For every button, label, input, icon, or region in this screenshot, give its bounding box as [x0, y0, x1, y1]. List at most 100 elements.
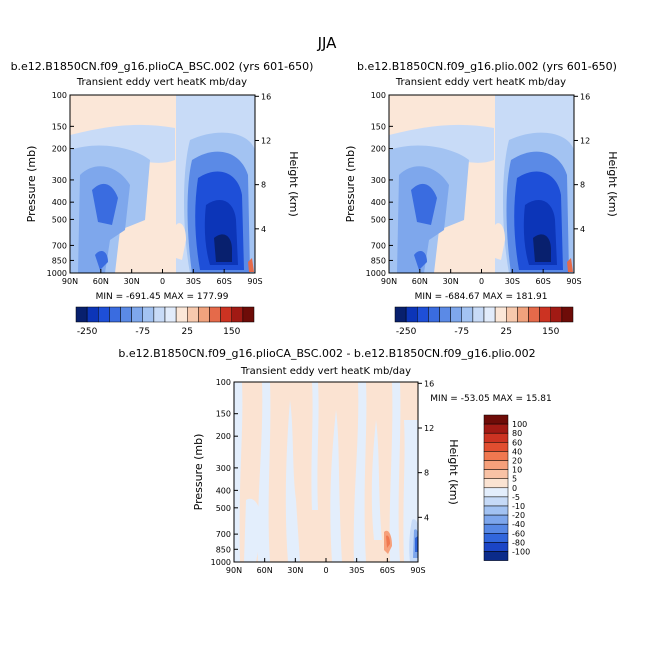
panel-left-subtitle: Transient eddy vert heatK mb/day — [76, 77, 247, 88]
panel-right-colorbar-swatch — [517, 306, 529, 323]
panel-left-colorbar-swatch — [209, 306, 221, 323]
panel-right-y2label: Height (km) — [606, 151, 619, 217]
panel-right-ytick-label: 1000 — [366, 269, 386, 278]
panel-left-stats: MIN = -691.45 MAX = 177.99 — [96, 292, 229, 302]
panel-diff-ytick-label: 100 — [216, 378, 231, 387]
panel-right-colorbar-swatch — [405, 306, 418, 323]
panel-right-colorbar-swatch — [472, 306, 485, 323]
panel-diff-colorbar-swatch — [483, 523, 509, 534]
panel-left-ticks: 90N 60N 30N 0 30S 60S 90S 100 150 200 300 400 500 700… — [47, 91, 272, 286]
panel-diff-y2label: Height (km) — [447, 439, 460, 505]
panel-right-colorbar-swatch — [428, 306, 440, 323]
panel-left-y2tick-label: 4 — [261, 225, 266, 234]
panel-right-ticks: 90N 60N 30N 0 30S 60S 90S 100 150 200 300 400 500 700… — [366, 91, 591, 286]
panel-right-colorbar-label: -250 — [396, 327, 417, 337]
panel-right-title: b.e12.B1850CN.f09_g16.plio.002 (yrs 601-… — [357, 60, 617, 73]
panel-diff-colorbar-label: 20 — [512, 457, 522, 466]
panel-left-title: b.e12.B1850CN.f09_g16.plioCA_BSC.002 (yr… — [11, 60, 314, 73]
panel-left-xtick-label: 90S — [247, 277, 262, 286]
panel-right-colorbar: -250 -75 25 150 — [394, 306, 574, 337]
panel-right-stats: MIN = -684.67 MAX = 181.91 — [415, 292, 548, 302]
panel-left-y2tick-label: 12 — [261, 136, 271, 145]
panel-diff-colorbar-label: 80 — [512, 429, 522, 438]
panel-diff-ytick-label: 700 — [216, 530, 231, 539]
panel-diff-xtick-label: 60S — [380, 566, 395, 575]
panel-diff-contours — [234, 382, 418, 562]
panel-left-colorbar-swatch — [75, 306, 88, 323]
panel-diff-colorbar-label: 10 — [512, 466, 522, 475]
panel-diff-colorbar-swatch — [483, 533, 509, 543]
panel-left-ytick-label: 100 — [52, 91, 67, 100]
panel-right-colorbar-swatch — [561, 306, 574, 323]
panel-left-ytick-label: 150 — [52, 122, 67, 131]
panel-diff-xtick-label: 90N — [226, 566, 242, 575]
panel-diff-xtick-label: 60N — [257, 566, 273, 575]
panel-left-colorbar-swatch — [142, 306, 155, 323]
panel-right-colorbar-swatch — [394, 306, 407, 323]
panel-diff-colorbar-label: -80 — [512, 538, 525, 547]
panel-diff-xtick-label: 0 — [323, 566, 328, 575]
panel-diff-xtick-label: 30N — [287, 566, 303, 575]
panel-diff-colorbar-swatch — [483, 442, 509, 452]
panel-right-y2tick-label: 16 — [580, 92, 590, 101]
panel-left-colorbar-swatch — [220, 306, 232, 323]
panel-diff-ytick-label: 850 — [216, 545, 231, 554]
panel-left-colorbar-label: 25 — [182, 327, 193, 337]
panel-left-xtick-label: 60N — [93, 277, 109, 286]
panel-left-xtick-label: 0 — [160, 277, 165, 286]
panel-diff-y2tick-label: 4 — [424, 513, 429, 522]
panel-diff-colorbar-swatch — [483, 432, 509, 443]
panel-right-ytick-label: 400 — [371, 198, 386, 207]
panel-diff-ylabel: Pressure (mb) — [192, 434, 205, 511]
panel-right-xtick-label: 90N — [381, 277, 397, 286]
panel-left-colorbar-swatch — [187, 306, 199, 323]
panel-right-colorbar-swatch — [439, 306, 451, 323]
panel-diff-colorbar-label: 60 — [512, 438, 522, 447]
panel-right-ytick-label: 700 — [371, 241, 386, 250]
panel-left-colorbar-label: -75 — [135, 327, 150, 337]
panel-diff-colorbar-label: -20 — [512, 511, 525, 520]
panel-left-y2tick-label: 16 — [261, 92, 271, 101]
panel-diff-colorbar-label: 40 — [512, 447, 522, 456]
panel-left-colorbar-swatch — [242, 306, 255, 323]
panel-left-colorbar-swatch — [175, 306, 188, 323]
panel-right: b.e12.B1850CN.f09_g16.plio.002 (yrs 601-… — [344, 60, 619, 337]
panel-right-ytick-label: 850 — [371, 256, 386, 265]
panel-right-colorbar-label: 150 — [542, 327, 559, 337]
panel-left-ytick-label: 700 — [52, 241, 67, 250]
panel-diff-colorbar-swatch — [483, 460, 509, 470]
panel-diff-colorbar-label: 5 — [512, 475, 517, 484]
panel-diff-colorbar-swatch — [483, 496, 509, 507]
panel-left-colorbar-swatch — [131, 306, 143, 323]
panel-diff-title: b.e12.B1850CN.f09_g16.plioCA_BSC.002 - b… — [118, 347, 535, 360]
panel-left-xtick-label: 30S — [186, 277, 201, 286]
page-title: JJA — [317, 34, 338, 52]
panel-diff-ytick-label: 500 — [216, 504, 231, 513]
panel-right-ytick-label: 300 — [371, 176, 386, 185]
panel-right-xtick-label: 60S — [536, 277, 551, 286]
panel-diff-colorbar-swatch — [483, 423, 509, 434]
panel-right-colorbar-swatch — [483, 306, 496, 323]
panel-left-ytick-label: 850 — [52, 256, 67, 265]
panel-left-ylabel: Pressure (mb) — [25, 146, 38, 223]
panel-left-colorbar-swatch — [198, 306, 210, 323]
panel-right-colorbar-swatch — [550, 306, 563, 323]
panel-right-colorbar-swatch — [417, 306, 429, 323]
panel-right-colorbar-swatch — [528, 306, 540, 323]
panel-right-xtick-label: 30S — [505, 277, 520, 286]
panel-right-colorbar-swatch — [450, 306, 462, 323]
panel-left-y2label: Height (km) — [287, 151, 300, 217]
panel-right-y2tick-label: 8 — [580, 181, 585, 190]
panel-right-ylabel: Pressure (mb) — [344, 146, 357, 223]
panel-diff-y2tick-label: 8 — [424, 469, 429, 478]
panel-right-colorbar-swatch — [494, 306, 507, 323]
panel-left-ytick-label: 300 — [52, 176, 67, 185]
panel-left-ytick-label: 1000 — [47, 269, 67, 278]
panel-right-xtick-label: 30N — [443, 277, 459, 286]
panel-diff-xtick-label: 90S — [410, 566, 425, 575]
panel-left: b.e12.B1850CN.f09_g16.plioCA_BSC.002 (yr… — [11, 60, 314, 337]
panel-diff-colorbar-label: 100 — [512, 420, 527, 429]
panel-left-colorbar-swatch — [231, 306, 244, 323]
panel-left-colorbar-swatch — [120, 306, 132, 323]
panel-right-y2tick-label: 4 — [580, 225, 585, 234]
